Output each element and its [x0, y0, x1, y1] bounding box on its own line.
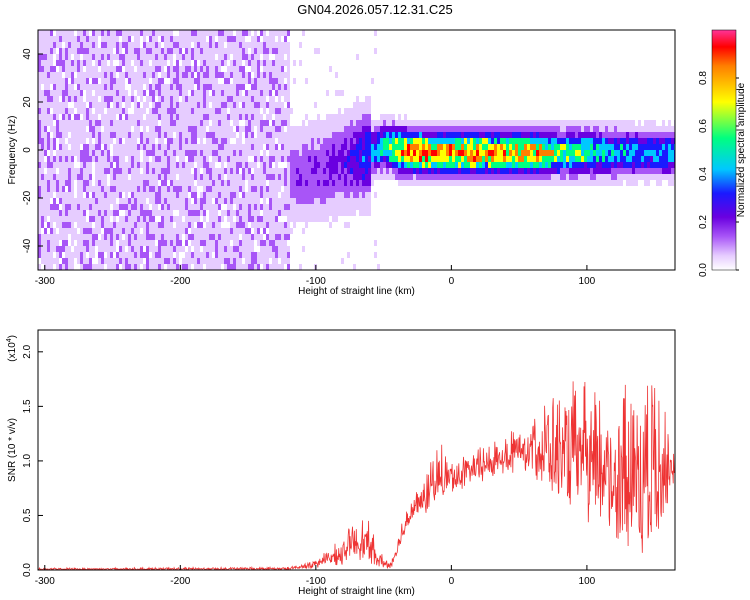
- x-tick-label: 100: [579, 276, 596, 287]
- colorbar-tick-label: 0.2: [698, 215, 709, 229]
- spectrogram-cells: [38, 30, 675, 270]
- colorbar-tick-label: 0.8: [698, 71, 709, 85]
- y-tick-label: 1.0: [22, 454, 33, 468]
- y-tick-label: 2.0: [22, 344, 33, 358]
- x-tick-label: -200: [170, 576, 190, 587]
- y-tick-label: 0.5: [22, 508, 33, 522]
- x-tick-label: -300: [35, 576, 55, 587]
- y-axis-label: Frequency (Hz): [7, 116, 18, 185]
- y-axis-label: SNR (10 * v/v): [7, 418, 18, 482]
- x-tick-label: 0: [449, 576, 455, 587]
- x-axis-label: Height of straight line (km): [298, 586, 415, 597]
- y-tick-label: -20: [22, 190, 33, 205]
- x-tick-label: -300: [35, 276, 55, 287]
- y-tick-label: 0: [22, 147, 33, 153]
- snr-series: [38, 381, 675, 570]
- colorbar-gradient: [711, 29, 737, 271]
- x-tick-label: 100: [579, 576, 596, 587]
- snr-frame: [37, 329, 676, 571]
- colorbar-tick-label: 0.6: [698, 119, 709, 133]
- y-tick-label: 40: [22, 48, 33, 60]
- x-tick-label: -100: [306, 576, 326, 587]
- x-axis-label: Height of straight line (km): [298, 286, 415, 297]
- y-tick-label: 20: [22, 96, 33, 108]
- snr-panel: -300 -200 -100 0 100 0.0 0.5 1.0 1.5 2.0 Height of…: [6, 329, 676, 597]
- x-tick-label: -200: [170, 276, 190, 287]
- chart-title: GN04.2026.057.12.31.C25: [297, 2, 453, 17]
- colorbar-tick-label: 0.4: [698, 167, 709, 181]
- colorbar-label: Normalized spectral amplitude: [736, 82, 747, 217]
- y-scale-label: (x104): [6, 335, 18, 362]
- y-tick-label: 1.5: [22, 399, 33, 413]
- x-tick-label: -100: [306, 276, 326, 287]
- colorbar: 0.0 0.2 0.4 0.6 0.8 Normalized spectral ampli…: [698, 29, 747, 277]
- snr-line: [38, 381, 675, 570]
- x-tick-label: 0: [449, 276, 455, 287]
- colorbar-tick-label: 0.0: [698, 263, 709, 277]
- y-tick-label: 0.0: [22, 563, 33, 577]
- y-tick-label: -40: [22, 238, 33, 253]
